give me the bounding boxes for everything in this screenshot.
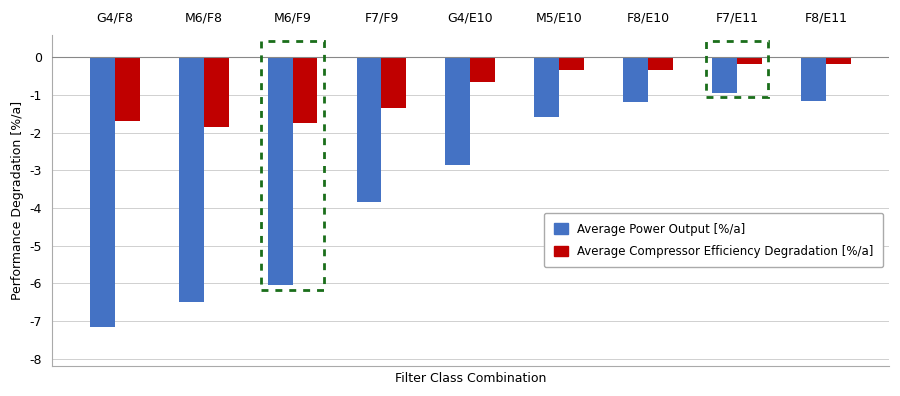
Bar <box>706 41 769 97</box>
Y-axis label: Performance Degradation [%/a]: Performance Degradation [%/a] <box>11 101 24 300</box>
Bar <box>737 57 762 64</box>
Bar <box>471 57 495 82</box>
Bar <box>648 57 673 70</box>
Bar <box>559 57 584 70</box>
X-axis label: Filter Class Combination: Filter Class Combination <box>395 372 546 385</box>
Bar <box>115 57 140 121</box>
Bar <box>624 57 648 103</box>
Bar <box>262 41 324 290</box>
Bar <box>712 57 737 93</box>
Bar <box>535 57 559 118</box>
Bar <box>356 57 382 202</box>
Bar <box>179 57 203 302</box>
Bar <box>801 57 826 101</box>
Legend: Average Power Output [%/a], Average Compressor Efficiency Degradation [%/a]: Average Power Output [%/a], Average Comp… <box>544 213 883 267</box>
Bar <box>382 57 407 108</box>
Bar <box>446 57 471 165</box>
Bar <box>203 57 229 127</box>
Bar <box>90 57 115 327</box>
Bar <box>267 57 293 285</box>
Bar <box>292 57 318 123</box>
Bar <box>826 57 850 64</box>
